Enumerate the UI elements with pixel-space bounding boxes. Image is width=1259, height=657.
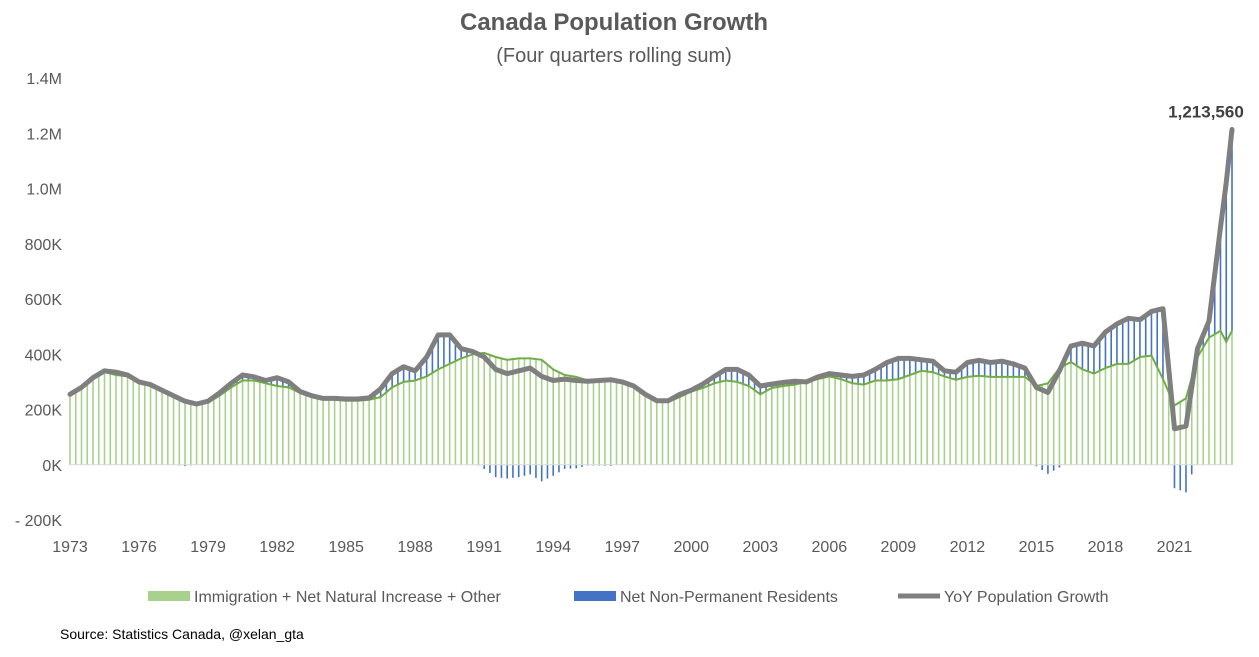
x-tick-label: 1985 — [328, 539, 364, 556]
source-note: Source: Statistics Canada, @xelan_gta — [60, 626, 304, 642]
legend-swatch-immigration — [148, 591, 190, 601]
y-tick-label: 1.2M — [26, 126, 62, 143]
legend: Immigration + Net Natural Increase + Oth… — [148, 589, 1109, 606]
x-tick-label: 1973 — [52, 539, 88, 556]
chart-title: Canada Population Growth — [460, 9, 768, 36]
immigration-series-line — [69, 329, 1233, 407]
x-tick-label: 2006 — [812, 539, 848, 556]
bars-immigration-series — [69, 330, 1233, 465]
x-tick-label: 2021 — [1157, 539, 1193, 556]
y-tick-label: 600K — [25, 292, 63, 309]
y-tick-label: 400K — [25, 347, 63, 364]
x-tick-label: 2012 — [950, 539, 986, 556]
y-tick-label: 1.0M — [26, 182, 62, 199]
x-tick-label: 1976 — [121, 539, 157, 556]
x-tick-label: 2015 — [1019, 539, 1055, 556]
x-tick-label: 1991 — [466, 539, 502, 556]
y-tick-label: 0K — [42, 458, 62, 475]
x-tick-label: 1979 — [190, 539, 226, 556]
x-axis: 1973 1976 1979 1982 1985 1988 1991 1994 1997 2000… — [52, 539, 1192, 556]
x-tick-label: 1994 — [535, 539, 571, 556]
legend-item-immigration[interactable]: Immigration + Net Natural Increase + Oth… — [148, 589, 501, 606]
x-tick-label: 2018 — [1088, 539, 1124, 556]
chart-subtitle: (Four quarters rolling sum) — [496, 45, 732, 67]
y-tick-label: - 200K — [15, 513, 62, 530]
legend-item-yoy[interactable]: YoY Population Growth — [898, 589, 1109, 606]
legend-swatch-npr — [574, 591, 616, 601]
x-tick-label: 2009 — [881, 539, 917, 556]
y-axis: - 200K 0K 200K 400K 600K 800K 1.0M 1.2M 1.4M — [15, 71, 62, 530]
x-tick-label: 2000 — [673, 539, 709, 556]
latest-value-label: 1,213,560 — [1168, 103, 1244, 122]
legend-label-yoy: YoY Population Growth — [944, 589, 1109, 606]
legend-label-immigration: Immigration + Net Natural Increase + Oth… — [194, 589, 501, 606]
y-tick-label: 800K — [25, 237, 63, 254]
x-tick-label: 1988 — [397, 539, 433, 556]
yoy-growth-line — [67, 127, 1235, 432]
y-tick-label: 1.4M — [26, 71, 62, 88]
legend-label-npr: Net Non-Permanent Residents — [620, 589, 838, 606]
y-tick-label: 200K — [25, 403, 63, 420]
x-tick-label: 2003 — [743, 539, 779, 556]
x-tick-label: 1982 — [259, 539, 295, 556]
x-tick-label: 1997 — [604, 539, 640, 556]
legend-item-npr[interactable]: Net Non-Permanent Residents — [574, 589, 838, 606]
